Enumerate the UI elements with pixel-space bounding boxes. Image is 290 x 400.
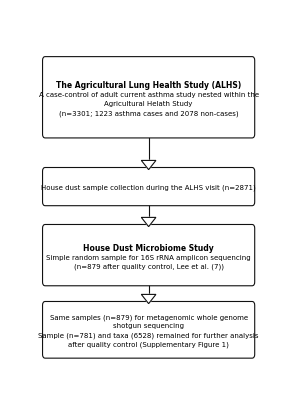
FancyBboxPatch shape bbox=[43, 57, 255, 138]
Text: Sample (n=781) and taxa (6528) remained for further analysis: Sample (n=781) and taxa (6528) remained … bbox=[38, 332, 259, 339]
Text: (n=879 after quality control, Lee et al. (7)): (n=879 after quality control, Lee et al.… bbox=[74, 264, 224, 270]
Polygon shape bbox=[141, 218, 156, 227]
Text: A case-control of adult current asthma study nested within the: A case-control of adult current asthma s… bbox=[39, 92, 259, 98]
Text: after quality control (Supplementary Figure 1): after quality control (Supplementary Fig… bbox=[68, 342, 229, 348]
FancyBboxPatch shape bbox=[43, 168, 255, 206]
Text: Same samples (n=879) for metagenomic whole genome: Same samples (n=879) for metagenomic who… bbox=[50, 314, 248, 321]
FancyBboxPatch shape bbox=[43, 224, 255, 286]
Text: Agricultural Helath Study: Agricultural Helath Study bbox=[104, 101, 193, 107]
Polygon shape bbox=[141, 294, 156, 304]
Text: (n=3301; 1223 asthma cases and 2078 non-cases): (n=3301; 1223 asthma cases and 2078 non-… bbox=[59, 110, 238, 117]
FancyBboxPatch shape bbox=[43, 302, 255, 358]
Text: shotgun sequencing: shotgun sequencing bbox=[113, 323, 184, 329]
Text: House Dust Microbiome Study: House Dust Microbiome Study bbox=[83, 244, 214, 252]
Text: The Agricultural Lung Health Study (ALHS): The Agricultural Lung Health Study (ALHS… bbox=[56, 81, 241, 90]
Polygon shape bbox=[141, 160, 156, 170]
Text: Simple random sample for 16S rRNA amplicon sequencing: Simple random sample for 16S rRNA amplic… bbox=[46, 254, 251, 260]
Text: House dust sample collection during the ALHS visit (n=2871): House dust sample collection during the … bbox=[41, 185, 256, 191]
